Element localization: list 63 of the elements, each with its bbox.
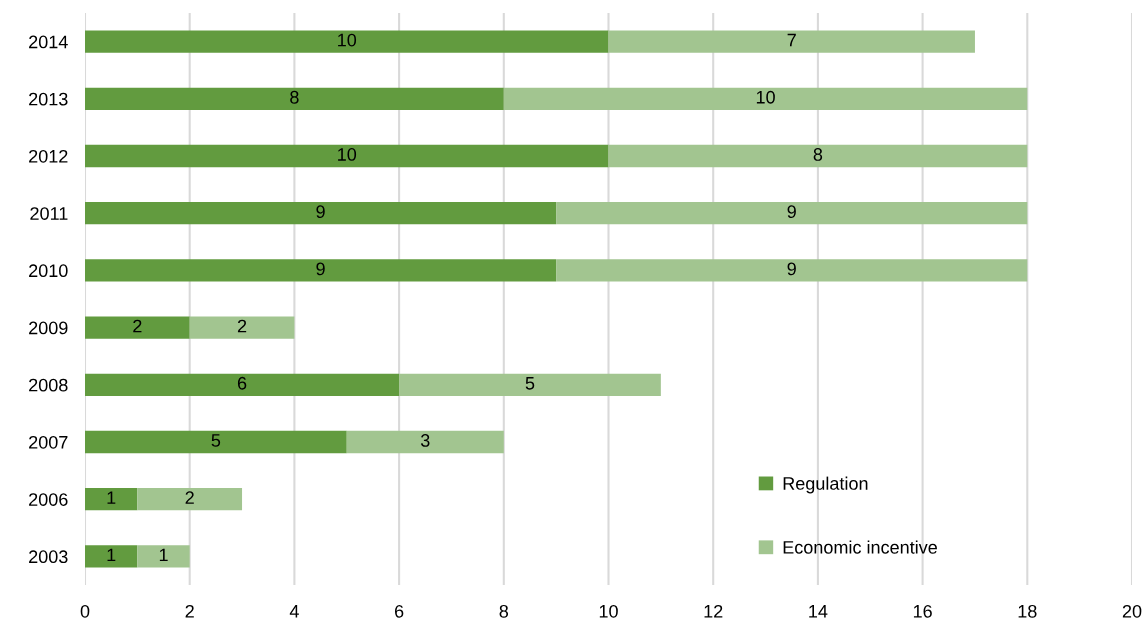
bar (85, 87, 504, 110)
bar (85, 430, 347, 454)
data-label: 7 (787, 33, 796, 47)
y-tick-label: 2006 (29, 493, 68, 506)
y-tick-label: 2007 (29, 435, 68, 449)
bar (85, 144, 609, 168)
data-label: 8 (290, 90, 299, 104)
x-tick-label: 18 (1018, 604, 1037, 618)
bar (137, 488, 243, 511)
x-tick-label: 8 (499, 604, 509, 618)
bar (189, 316, 295, 339)
data-label: 9 (787, 262, 796, 276)
x-tick-label: 14 (809, 605, 828, 618)
data-label: 3 (420, 434, 430, 447)
data-label: 1 (107, 491, 116, 504)
y-tick-label: 2010 (29, 264, 68, 278)
data-label: 10 (338, 33, 357, 47)
bar (85, 488, 138, 511)
bar (556, 259, 1028, 282)
x-tick-label: 0 (80, 604, 90, 618)
bar (556, 202, 1028, 225)
data-label: 2 (133, 319, 142, 333)
data-label: 6 (237, 376, 247, 390)
bar (85, 373, 400, 396)
x-tick-label: 6 (395, 604, 404, 618)
x-tick-label: 2 (185, 604, 194, 618)
bar (137, 545, 190, 568)
data-label: 5 (525, 377, 535, 390)
x-tick-label: 16 (913, 604, 932, 618)
bar (608, 30, 975, 53)
x-tick-label: 12 (704, 604, 723, 618)
data-label: 9 (316, 205, 325, 219)
bar (503, 87, 1028, 110)
y-tick-label: 2012 (29, 149, 68, 163)
bar (85, 30, 609, 53)
bar (85, 259, 557, 282)
data-label: 10 (338, 148, 357, 161)
bar (608, 144, 1028, 168)
x-tick-label: 4 (289, 605, 299, 618)
x-tick-label: 10 (599, 604, 618, 618)
data-label: 2 (185, 491, 194, 504)
bar (399, 373, 661, 396)
data-label: 1 (107, 548, 116, 562)
bar (85, 316, 190, 339)
data-label: 1 (159, 548, 168, 562)
bar (85, 202, 557, 225)
data-label: 10 (756, 90, 775, 104)
y-tick-label: 2009 (29, 321, 68, 335)
y-tick-label: 2003 (29, 550, 68, 564)
bar (85, 545, 138, 568)
y-tick-label: 2008 (29, 378, 68, 392)
data-label: 2 (237, 319, 247, 333)
y-tick-label: 2014 (29, 35, 68, 49)
y-tick-label: 2013 (29, 92, 68, 106)
legend-label: Regulation (783, 476, 868, 494)
data-label: 8 (813, 148, 823, 161)
data-label: 5 (211, 434, 221, 447)
x-tick-label: 20 (1122, 604, 1142, 618)
data-label: 9 (316, 262, 325, 276)
data-label: 9 (787, 205, 796, 219)
bar (346, 430, 504, 454)
legend-label: Economic incentive (783, 540, 937, 554)
y-tick-label: 2011 (30, 207, 68, 220)
